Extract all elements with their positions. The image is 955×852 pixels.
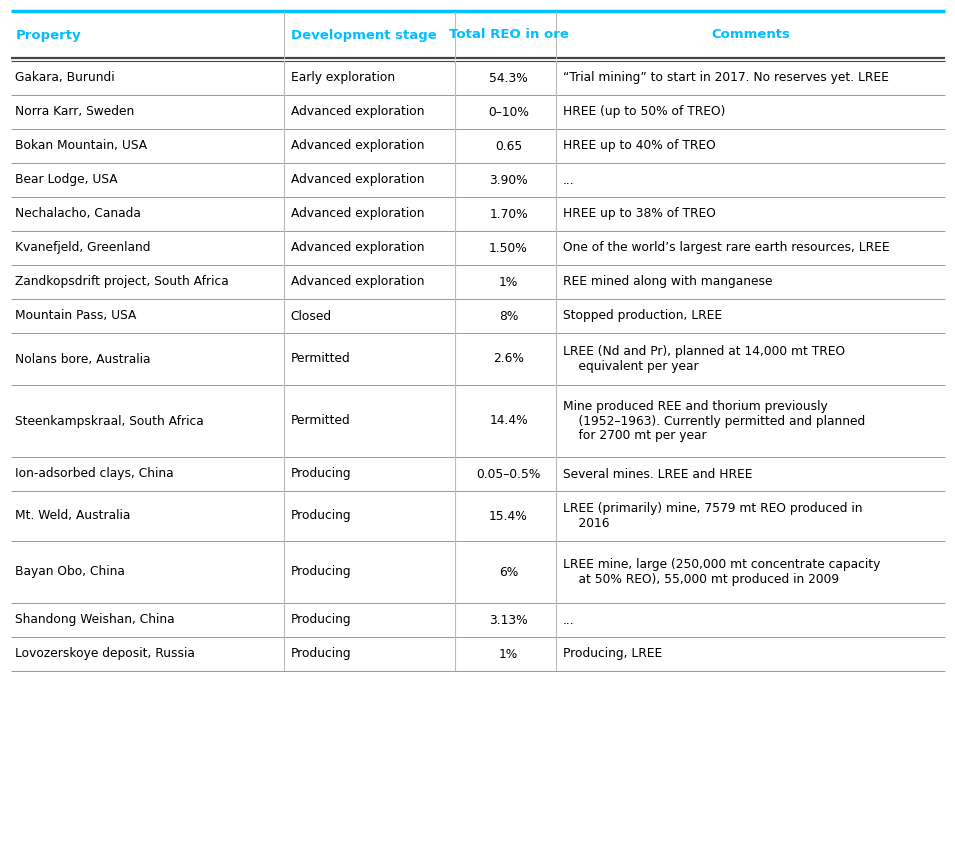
Text: Early exploration: Early exploration bbox=[290, 72, 394, 84]
Text: Mountain Pass, USA: Mountain Pass, USA bbox=[15, 309, 137, 323]
Text: 15.4%: 15.4% bbox=[489, 509, 528, 522]
Text: Mine produced REE and thorium previously: Mine produced REE and thorium previously bbox=[562, 400, 827, 413]
Text: ...: ... bbox=[562, 613, 574, 626]
Text: Property: Property bbox=[15, 28, 81, 42]
Text: HREE up to 38% of TREO: HREE up to 38% of TREO bbox=[562, 208, 715, 221]
Text: Advanced exploration: Advanced exploration bbox=[290, 275, 424, 289]
Text: 1%: 1% bbox=[499, 275, 519, 289]
Text: Stopped production, LREE: Stopped production, LREE bbox=[562, 309, 722, 323]
Text: Lovozerskoye deposit, Russia: Lovozerskoye deposit, Russia bbox=[15, 648, 196, 660]
Text: 8%: 8% bbox=[499, 309, 519, 323]
Text: Kvanefjeld, Greenland: Kvanefjeld, Greenland bbox=[15, 241, 151, 255]
Text: 3.90%: 3.90% bbox=[489, 174, 528, 187]
Text: 1.50%: 1.50% bbox=[489, 241, 528, 255]
Text: 3.13%: 3.13% bbox=[489, 613, 528, 626]
Text: Advanced exploration: Advanced exploration bbox=[290, 208, 424, 221]
Text: Several mines. LREE and HREE: Several mines. LREE and HREE bbox=[562, 468, 753, 481]
Text: equivalent per year: equivalent per year bbox=[562, 360, 698, 373]
Text: Ion-adsorbed clays, China: Ion-adsorbed clays, China bbox=[15, 468, 174, 481]
Text: Mt. Weld, Australia: Mt. Weld, Australia bbox=[15, 509, 131, 522]
Text: Advanced exploration: Advanced exploration bbox=[290, 106, 424, 118]
Text: Producing: Producing bbox=[290, 648, 351, 660]
Text: ...: ... bbox=[562, 174, 574, 187]
Text: HREE (up to 50% of TREO): HREE (up to 50% of TREO) bbox=[562, 106, 725, 118]
Text: 2016: 2016 bbox=[562, 517, 609, 530]
Text: Nolans bore, Australia: Nolans bore, Australia bbox=[15, 353, 151, 366]
Text: Closed: Closed bbox=[290, 309, 331, 323]
Text: Permitted: Permitted bbox=[290, 353, 350, 366]
Text: Bokan Mountain, USA: Bokan Mountain, USA bbox=[15, 140, 148, 153]
Text: 0.65: 0.65 bbox=[495, 140, 522, 153]
Text: for 2700 mt per year: for 2700 mt per year bbox=[562, 429, 707, 442]
Text: Producing: Producing bbox=[290, 509, 351, 522]
Text: 14.4%: 14.4% bbox=[489, 415, 528, 428]
Text: 54.3%: 54.3% bbox=[489, 72, 528, 84]
Text: 1.70%: 1.70% bbox=[489, 208, 528, 221]
Text: Permitted: Permitted bbox=[290, 415, 350, 428]
Text: 0–10%: 0–10% bbox=[488, 106, 529, 118]
Text: Advanced exploration: Advanced exploration bbox=[290, 174, 424, 187]
Text: Advanced exploration: Advanced exploration bbox=[290, 241, 424, 255]
Text: Nechalacho, Canada: Nechalacho, Canada bbox=[15, 208, 141, 221]
Text: Zandkopsdrift project, South Africa: Zandkopsdrift project, South Africa bbox=[15, 275, 229, 289]
Text: LREE (primarily) mine, 7579 mt REO produced in: LREE (primarily) mine, 7579 mt REO produ… bbox=[562, 502, 862, 515]
Text: Bayan Obo, China: Bayan Obo, China bbox=[15, 566, 125, 579]
Text: Producing, LREE: Producing, LREE bbox=[562, 648, 662, 660]
Text: 2.6%: 2.6% bbox=[493, 353, 524, 366]
Text: Gakara, Burundi: Gakara, Burundi bbox=[15, 72, 116, 84]
Text: HREE up to 40% of TREO: HREE up to 40% of TREO bbox=[562, 140, 715, 153]
Text: “Trial mining” to start in 2017. No reserves yet. LREE: “Trial mining” to start in 2017. No rese… bbox=[562, 72, 888, 84]
Text: LREE mine, large (250,000 mt concentrate capacity: LREE mine, large (250,000 mt concentrate… bbox=[562, 558, 881, 571]
Text: Producing: Producing bbox=[290, 566, 351, 579]
Text: Development stage: Development stage bbox=[290, 28, 436, 42]
Text: 6%: 6% bbox=[499, 566, 519, 579]
Text: Norra Karr, Sweden: Norra Karr, Sweden bbox=[15, 106, 135, 118]
Text: Bear Lodge, USA: Bear Lodge, USA bbox=[15, 174, 118, 187]
Text: (1952–1963). Currently permitted and planned: (1952–1963). Currently permitted and pla… bbox=[562, 415, 865, 428]
Text: REE mined along with manganese: REE mined along with manganese bbox=[562, 275, 773, 289]
Text: Steenkampskraal, South Africa: Steenkampskraal, South Africa bbox=[15, 415, 204, 428]
Text: Advanced exploration: Advanced exploration bbox=[290, 140, 424, 153]
Text: Shandong Weishan, China: Shandong Weishan, China bbox=[15, 613, 175, 626]
Text: 1%: 1% bbox=[499, 648, 519, 660]
Text: One of the world’s largest rare earth resources, LREE: One of the world’s largest rare earth re… bbox=[562, 241, 889, 255]
Text: Comments: Comments bbox=[711, 28, 791, 42]
Text: Producing: Producing bbox=[290, 468, 351, 481]
Text: 0.05–0.5%: 0.05–0.5% bbox=[477, 468, 541, 481]
Text: Producing: Producing bbox=[290, 613, 351, 626]
Text: at 50% REO), 55,000 mt produced in 2009: at 50% REO), 55,000 mt produced in 2009 bbox=[562, 573, 838, 586]
Text: LREE (Nd and Pr), planned at 14,000 mt TREO: LREE (Nd and Pr), planned at 14,000 mt T… bbox=[562, 345, 845, 358]
Text: Total REO in ore: Total REO in ore bbox=[449, 28, 568, 42]
